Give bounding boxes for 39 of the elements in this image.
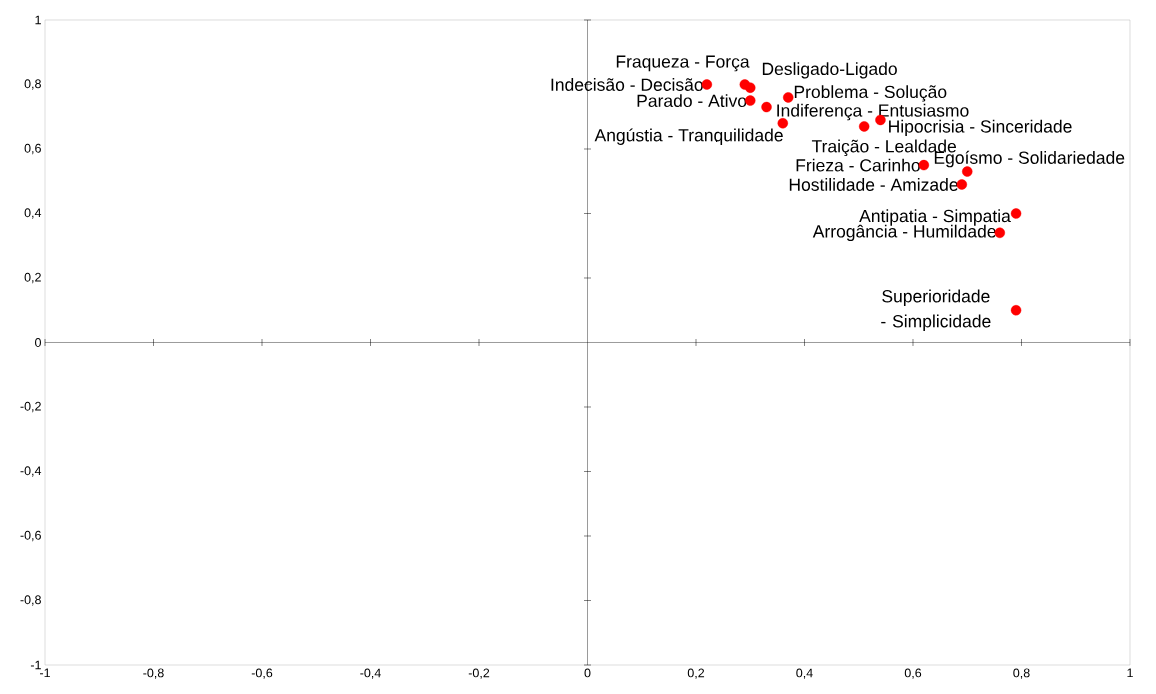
- x-tick-label: 0,2: [687, 668, 705, 679]
- y-tick-label: 1: [35, 15, 41, 25]
- annotation: Superioridade - Simplicidade: [881, 289, 991, 331]
- x-tick-label: -0,4: [360, 668, 381, 679]
- annotation: Frieza - Carinho: [796, 158, 920, 172]
- point: [761, 101, 772, 113]
- x-tick-label: 0,4: [796, 668, 813, 679]
- x-tick-label: 1: [1127, 668, 1133, 678]
- y-tick-label: -0,6: [20, 530, 41, 542]
- annotation: Parado - Ativo: [637, 94, 747, 108]
- x-tick-label: -0,8: [143, 668, 164, 679]
- annotation: Desligado-Ligado: [762, 62, 897, 79]
- y-tick-label: -0,4: [20, 466, 42, 477]
- annotation: Problema - Solução: [794, 85, 947, 102]
- annotation: Antipatia - Simpatia: [859, 209, 1011, 226]
- x-tick-label: -0,2: [468, 668, 490, 679]
- y-tick-label: -0,8: [20, 595, 41, 606]
- y-tick-label: -1: [30, 660, 41, 670]
- point: [745, 82, 756, 93]
- point: [1010, 305, 1022, 316]
- annotation: Angústia - Tranquilidade: [594, 128, 783, 145]
- point: [1010, 208, 1022, 219]
- x-tick-label: 0,6: [904, 668, 922, 679]
- annotation: Fraqueza - Força: [616, 55, 750, 72]
- point: [783, 92, 794, 103]
- y-tick-label: 0,4: [24, 208, 42, 219]
- annotation: Hipocrisia - Sinceridade: [889, 119, 1072, 137]
- y-tick-label: 0,8: [24, 79, 41, 90]
- x-tick-label: 0,8: [1013, 668, 1030, 679]
- y-tick-label: -0,2: [20, 401, 41, 413]
- x-tick-label: -0,6: [251, 668, 273, 679]
- annotation: Arrogância - Humildade: [812, 224, 996, 242]
- x-tick-label: 0: [584, 668, 591, 678]
- y-tick-label: 0,6: [24, 143, 41, 155]
- y-tick-label: 0,2: [24, 272, 41, 284]
- annotation: Hostilidade - Amizade: [789, 178, 958, 191]
- point: [858, 121, 870, 132]
- annotation: Indecisão - Decisão: [551, 78, 703, 91]
- y-tick-label: 0: [35, 338, 41, 347]
